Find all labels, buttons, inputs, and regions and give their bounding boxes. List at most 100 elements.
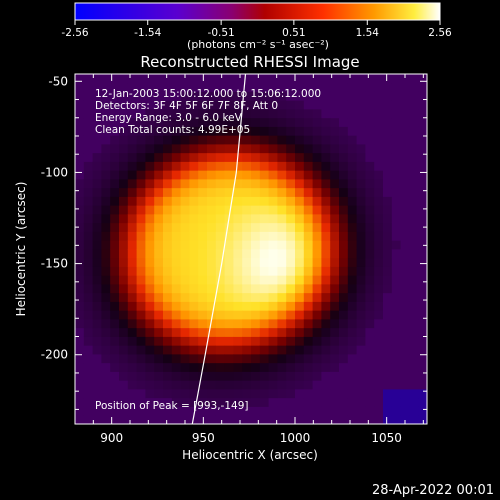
- heatmap-cell: [233, 82, 243, 92]
- heatmap-cell: [198, 196, 208, 206]
- heatmap-cell: [409, 327, 419, 337]
- heatmap-cell: [163, 371, 173, 381]
- heatmap-cell: [356, 152, 366, 162]
- heatmap-cell: [286, 284, 296, 294]
- heatmap-cell: [110, 144, 120, 154]
- heatmap-cell: [400, 126, 410, 136]
- heatmap-cell: [295, 249, 305, 259]
- colorbar: -2.56 -1.54 -0.51 0.51 1.54 2.56 (photons cm⁻…: [61, 2, 452, 51]
- heatmap-cell: [383, 292, 393, 302]
- heatmap-cell: [180, 362, 190, 372]
- heatmap-cell: [383, 240, 393, 250]
- heatmap-cell: [145, 135, 155, 145]
- heatmap-cell: [189, 354, 199, 364]
- heatmap-cell: [233, 284, 243, 294]
- heatmap-cell: [215, 362, 225, 372]
- solar-limb-curve: [191, 74, 247, 424]
- heatmap-cell: [242, 275, 252, 285]
- heatmap-cell: [418, 240, 427, 250]
- heatmap-cell: [127, 301, 137, 311]
- plot-frame: [74, 73, 428, 425]
- heatmap-cell: [189, 196, 199, 206]
- heatmap-cell: [295, 135, 305, 145]
- heatmap-cell: [251, 222, 261, 232]
- heatmap-cell: [83, 205, 93, 215]
- heatmap-cell: [136, 336, 146, 346]
- heatmap-cell: [303, 82, 313, 92]
- heatmap-cell: [295, 187, 305, 197]
- heatmap-cell: [427, 170, 436, 179]
- heatmap-cell: [92, 415, 102, 424]
- heatmap-cell: [127, 117, 137, 127]
- heatmap-cell: [233, 74, 243, 84]
- heatmap-cell: [356, 82, 366, 92]
- heatmap-cell: [400, 389, 410, 399]
- heatmap-cell: [101, 380, 111, 390]
- heatmap-cell: [365, 327, 375, 337]
- heatmap-cell: [171, 196, 181, 206]
- heatmap-cell: [215, 345, 225, 355]
- heatmap-cell: [127, 170, 137, 180]
- heatmap-cell: [198, 240, 208, 250]
- heatmap-cell: [356, 91, 366, 101]
- heatmap-cell: [391, 327, 401, 337]
- heatmap-cell: [268, 222, 278, 232]
- heatmap-cell: [83, 336, 93, 346]
- heatmap-cell: [154, 249, 164, 259]
- heatmap-cell: [365, 109, 375, 119]
- heatmap-cell: [75, 214, 85, 224]
- heatmap-cell: [163, 231, 173, 241]
- heatmap-cell: [259, 327, 269, 337]
- heatmap-cell: [127, 82, 137, 92]
- heatmap-cell: [391, 371, 401, 381]
- heatmap-cell: [119, 109, 129, 119]
- heatmap-cell: [127, 397, 137, 407]
- heatmap-cell: [321, 126, 331, 136]
- heatmap-cell: [207, 126, 217, 136]
- heatmap-cell: [171, 91, 181, 101]
- heatmap-cell: [383, 362, 393, 372]
- heatmap-cell: [127, 214, 137, 224]
- heatmap-cell: [268, 187, 278, 197]
- heatmap-cell: [163, 275, 173, 285]
- heatmap-cell: [198, 231, 208, 241]
- heatmap-cell: [356, 205, 366, 215]
- heatmap-cell: [409, 152, 419, 162]
- heatmap-cell: [330, 275, 340, 285]
- heatmap-cell: [286, 82, 296, 92]
- heatmap-cell: [198, 310, 208, 320]
- heatmap-cell: [154, 100, 164, 110]
- heatmap-cell: [312, 82, 322, 92]
- heatmap-cell: [365, 266, 375, 276]
- heatmap-cell: [233, 100, 243, 110]
- heatmap-cell: [163, 91, 173, 101]
- heatmap-cell: [127, 222, 137, 232]
- heatmap-cell: [171, 249, 181, 259]
- heatmap-cell: [418, 266, 427, 276]
- heatmap-cell: [295, 205, 305, 215]
- heatmap-cell: [268, 196, 278, 206]
- heatmap-cell: [365, 301, 375, 311]
- heatmap-cell: [427, 258, 436, 267]
- heatmap-cell: [163, 205, 173, 215]
- x-tick-label: 950: [192, 431, 215, 445]
- heatmap-cell: [83, 345, 93, 355]
- heatmap-cell: [391, 336, 401, 346]
- heatmap-cell: [189, 117, 199, 127]
- heatmap-cell: [277, 301, 287, 311]
- heatmap-cell: [215, 275, 225, 285]
- heatmap-cell: [233, 135, 243, 145]
- heatmap-cell: [374, 187, 384, 197]
- heatmap-cell: [189, 371, 199, 381]
- heatmap-cell: [321, 415, 331, 424]
- heatmap-cell: [242, 196, 252, 206]
- heatmap-cell: [356, 275, 366, 285]
- heatmap-cell: [295, 292, 305, 302]
- heatmap-cell: [110, 406, 120, 416]
- heatmap-cell: [154, 179, 164, 189]
- peak-position-label: Position of Peak = [993,-149]: [95, 400, 249, 412]
- heatmap-cell: [356, 362, 366, 372]
- heatmap-cell: [110, 135, 120, 145]
- heatmap-cell: [83, 161, 93, 171]
- heatmap-cell: [347, 187, 357, 197]
